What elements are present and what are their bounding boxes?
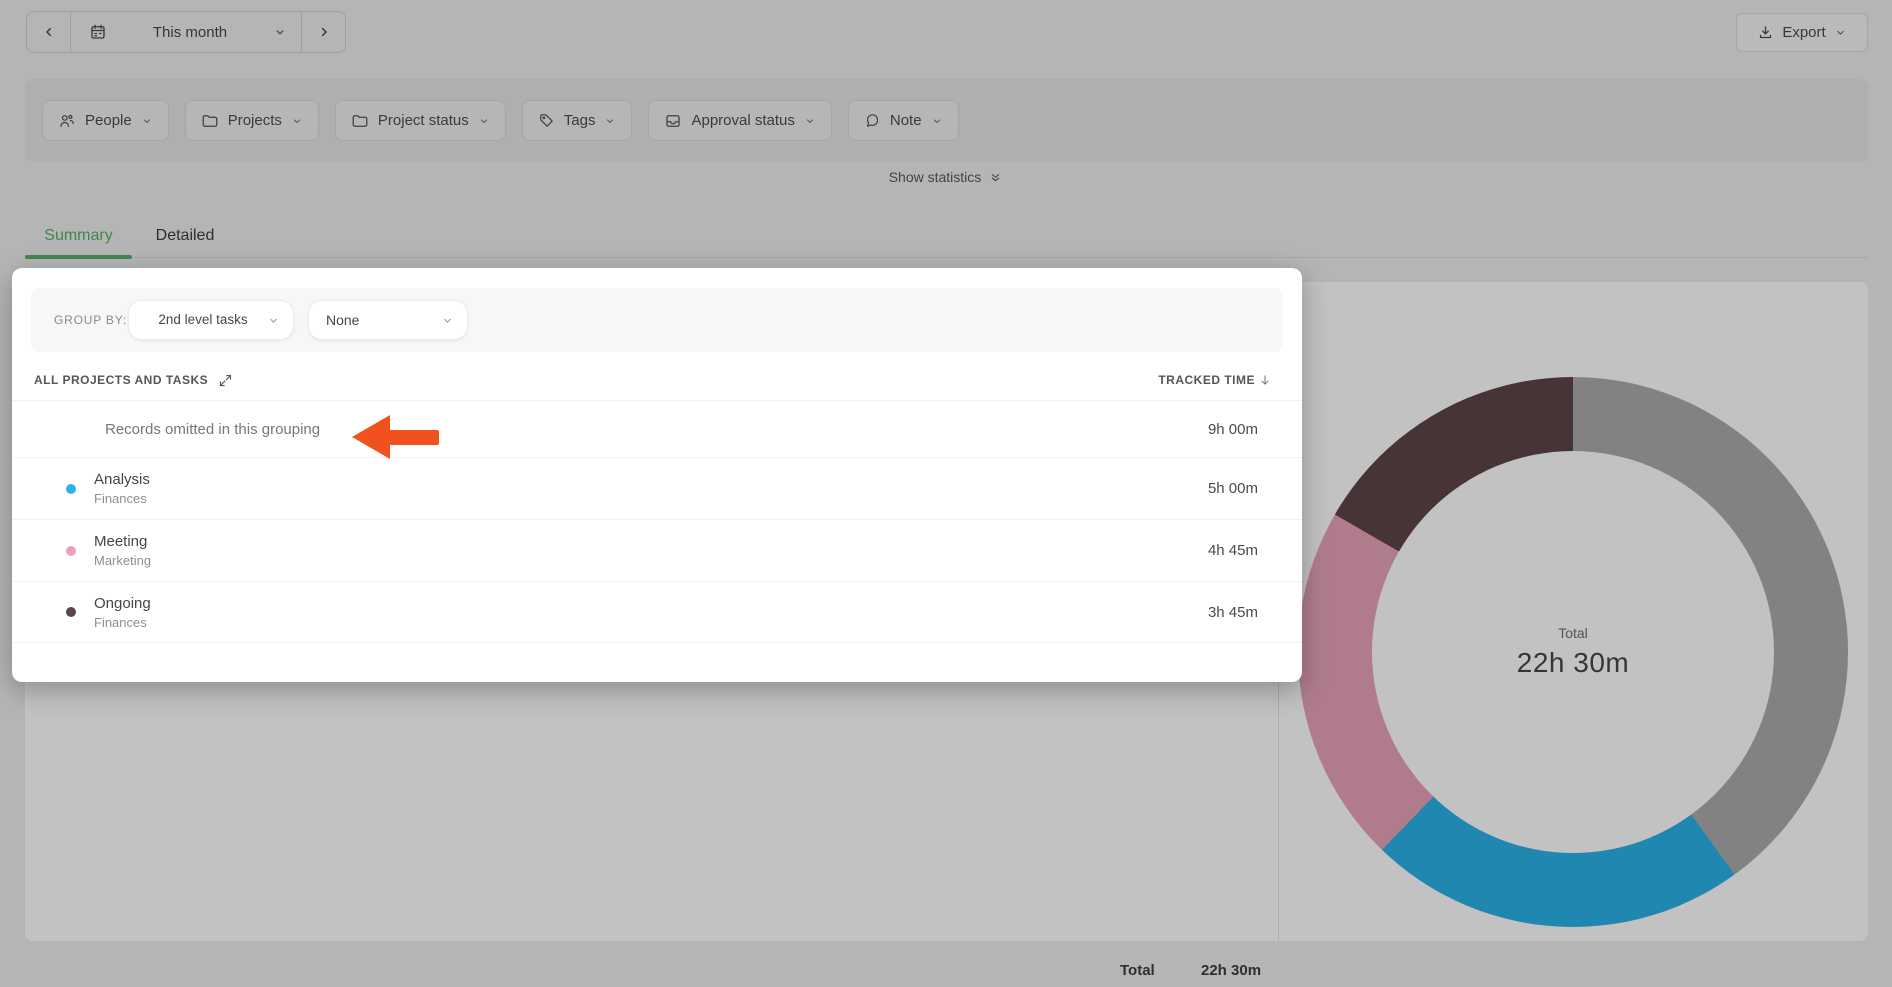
table-row[interactable]: Ongoing Finances 3h 45m — [12, 581, 1302, 643]
chevron-down-icon — [441, 314, 454, 327]
donut-center: Total 22h 30m — [1372, 451, 1774, 853]
task-color-dot — [66, 607, 76, 617]
tag-icon — [538, 112, 555, 129]
row-project: Marketing — [94, 553, 152, 568]
previous-period-button[interactable] — [27, 12, 71, 52]
date-range-label: This month — [152, 23, 228, 41]
group-by-secondary-value: None — [326, 312, 360, 328]
table-header-row: ALL PROJECTS AND TASKS TRACKED TIME — [12, 360, 1302, 400]
group-by-select-primary[interactable]: 2nd level tasks — [128, 300, 294, 340]
approval-inbox-icon — [664, 112, 682, 130]
people-icon — [58, 112, 76, 130]
filter-projects-button[interactable]: Projects — [184, 100, 319, 141]
task-color-dot — [66, 483, 76, 494]
chevron-down-icon — [804, 115, 816, 127]
projects-tasks-header: ALL PROJECTS AND TASKS — [34, 373, 209, 387]
folder-icon — [351, 112, 369, 130]
filter-tags-button[interactable]: Tags — [521, 100, 633, 141]
report-tabs: Summary Detailed — [25, 215, 1868, 259]
group-by-label: GROUP BY: — [54, 313, 128, 327]
date-range-dropdown[interactable]: This month — [71, 12, 301, 52]
tab-detailed-label: Detailed — [155, 227, 215, 244]
arrow-head — [352, 415, 390, 459]
filter-people-button[interactable]: People — [42, 100, 169, 141]
row-tracked-time: 3h 45m — [1207, 603, 1258, 621]
grand-total-value: 22h 30m — [1201, 962, 1262, 979]
group-by-bar: GROUP BY: 2nd level tasks None — [31, 288, 1283, 352]
donut-total-label: Total — [1558, 625, 1588, 641]
export-button[interactable]: Export — [1736, 13, 1868, 52]
filter-label: Note — [889, 112, 922, 129]
chevron-down-icon — [141, 115, 153, 127]
export-label: Export — [1782, 24, 1826, 41]
tracked-time-donut: Total 22h 30m — [1298, 377, 1848, 927]
table-row[interactable]: Analysis Finances 5h 00m — [12, 457, 1302, 519]
annotation-arrow-left — [352, 415, 440, 459]
filter-project-status-button[interactable]: Project status — [334, 100, 506, 141]
next-period-button[interactable] — [301, 12, 345, 52]
chevron-down-icon — [267, 314, 280, 327]
chevron-right-icon — [316, 24, 332, 40]
row-tracked-time: 9h 00m — [1207, 420, 1258, 438]
chevron-down-icon — [931, 115, 943, 127]
group-by-modal: GROUP BY: 2nd level tasks None ALL PROJE… — [12, 268, 1302, 682]
row-project: Finances — [94, 614, 147, 630]
chevron-down-icon — [291, 115, 303, 127]
filter-note-button[interactable]: Note — [847, 100, 959, 141]
note-bubble-icon — [864, 112, 881, 129]
row-tracked-time: 5h 00m — [1207, 480, 1258, 497]
row-tracked-time: 4h 45m — [1207, 542, 1258, 559]
filter-label: People — [85, 112, 132, 129]
row-name: Ongoing — [94, 594, 151, 612]
filter-bar: People Projects Project status — [25, 79, 1868, 162]
filter-label: Projects — [227, 112, 282, 129]
group-by-select-secondary[interactable]: None — [308, 300, 468, 340]
row-name: Records omitted in this grouping — [105, 420, 321, 438]
calendar-icon — [89, 23, 107, 41]
row-name: Meeting — [94, 533, 148, 550]
chevron-down-icon — [1834, 26, 1847, 39]
table-row[interactable]: Meeting Marketing 4h 45m — [12, 519, 1302, 581]
chevron-down-icon — [273, 25, 287, 39]
show-statistics-toggle[interactable]: Show statistics — [0, 169, 1892, 185]
show-statistics-label: Show statistics — [888, 169, 982, 185]
arrow-tail — [389, 429, 439, 445]
tracked-time-sort[interactable]: TRACKED TIME — [1158, 373, 1272, 387]
tab-summary-label: Summary — [44, 227, 113, 244]
chevron-left-icon — [41, 24, 57, 40]
date-range-picker: This month — [26, 11, 346, 53]
row-project: Finances — [94, 491, 147, 506]
folder-icon — [201, 112, 219, 130]
sort-descending-icon — [1258, 373, 1272, 387]
donut-total-value: 22h 30m — [1516, 647, 1630, 678]
tracked-time-header: TRACKED TIME — [1158, 373, 1255, 387]
filter-label: Project status — [377, 112, 469, 129]
grand-total-label: Total — [1120, 962, 1155, 979]
download-icon — [1757, 24, 1774, 41]
tab-summary[interactable]: Summary — [25, 215, 132, 259]
grouped-time-table: Records omitted in this grouping 9h 00m … — [12, 400, 1302, 643]
active-tab-underline — [25, 255, 132, 259]
expand-icon[interactable] — [218, 373, 233, 388]
filter-label: Tags — [563, 112, 596, 129]
table-row-omitted[interactable]: Records omitted in this grouping 9h 00m — [12, 400, 1302, 457]
filter-approval-status-button[interactable]: Approval status — [648, 100, 832, 141]
group-by-primary-value: 2nd level tasks — [158, 311, 248, 327]
task-color-dot — [66, 545, 76, 556]
chevron-down-icon — [478, 115, 490, 127]
filter-label: Approval status — [691, 112, 795, 129]
chevron-down-icon — [604, 115, 616, 127]
double-chevron-down-icon — [988, 170, 1003, 185]
tab-detailed[interactable]: Detailed — [142, 215, 228, 257]
row-name: Analysis — [94, 471, 150, 488]
